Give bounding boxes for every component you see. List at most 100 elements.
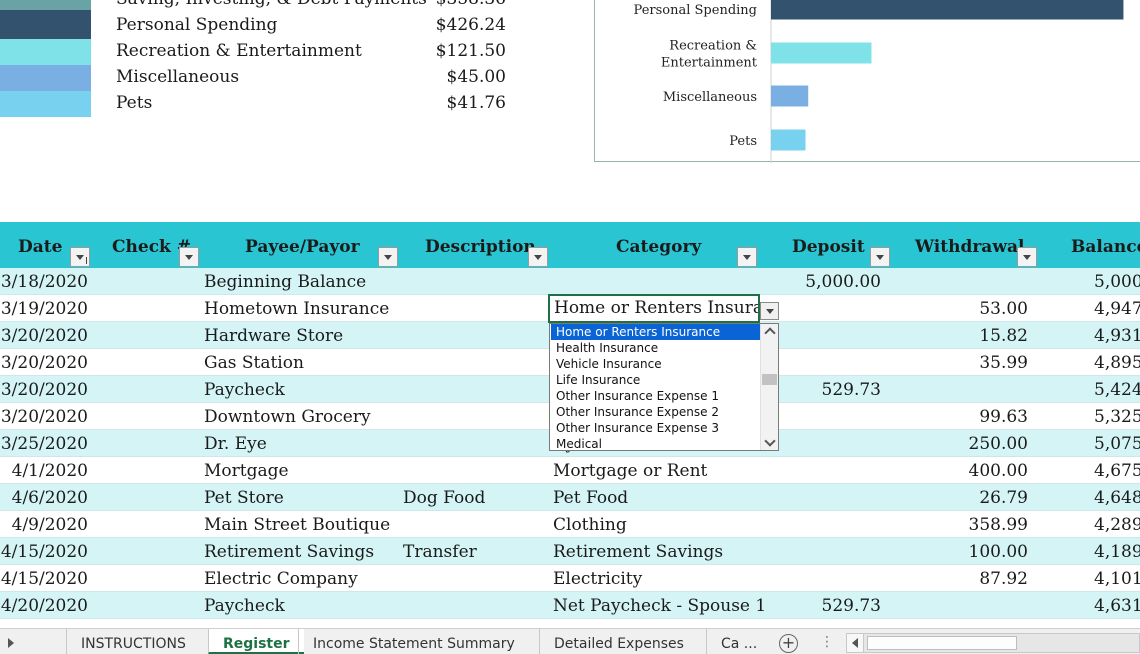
cell-payee[interactable]: Main Street Boutique <box>204 515 391 535</box>
cell-date[interactable]: 4/1/2020 <box>11 461 88 481</box>
dropdown-option[interactable]: Health Insurance <box>556 341 659 355</box>
cell-date[interactable]: 4/20/2020 <box>0 596 88 616</box>
cell-date[interactable]: 4/15/2020 <box>0 569 88 589</box>
color-swatch <box>0 65 91 91</box>
filter-payee-button[interactable] <box>378 247 398 267</box>
cell-balance[interactable]: 4,675. <box>1094 461 1140 481</box>
scroll-left-icon[interactable] <box>847 634 864 652</box>
sheet-tab[interactable]: Ca ... <box>706 629 771 654</box>
dropdown-option[interactable]: Vehicle Insurance <box>556 357 662 371</box>
cell-payee[interactable]: Hometown Insurance <box>204 299 390 319</box>
cell-withdrawal[interactable]: 100.00 <box>968 542 1028 562</box>
cell-balance[interactable]: 4,931. <box>1094 326 1140 346</box>
cell-payee[interactable]: Retirement Savings <box>204 542 375 562</box>
more-options-icon[interactable]: ⋮ <box>820 634 834 650</box>
cell-payee[interactable]: Hardware Store <box>204 326 344 346</box>
cell-deposit[interactable]: 529.73 <box>821 380 881 400</box>
cell-balance[interactable]: 4,631. <box>1094 596 1140 616</box>
dropdown-option[interactable]: Other Insurance Expense 2 <box>556 405 719 419</box>
cell-balance[interactable]: 4,895. <box>1094 353 1140 373</box>
cell-deposit[interactable]: 5,000.00 <box>805 272 881 292</box>
dropdown-option[interactable]: Home or Renters Insurance <box>551 324 760 340</box>
dropdown-option[interactable]: Medical <box>556 437 602 451</box>
cell-payee[interactable]: Paycheck <box>204 596 285 616</box>
dropdown-scrollbar[interactable] <box>760 324 778 450</box>
cell-withdrawal[interactable]: 26.79 <box>979 488 1028 508</box>
sheet-tab[interactable]: Register <box>208 629 304 654</box>
horizontal-scroll-thumb[interactable] <box>867 636 1017 650</box>
cell-balance[interactable]: 4,289. <box>1094 515 1140 535</box>
cell-category[interactable]: Pet Food <box>553 488 629 508</box>
dropdown-option[interactable]: Other Insurance Expense 1 <box>556 389 719 403</box>
cell-date[interactable]: 3/20/2020 <box>0 326 88 346</box>
cell-payee[interactable]: Electric Company <box>204 569 358 589</box>
scroll-thumb[interactable] <box>762 374 777 385</box>
cell-withdrawal[interactable]: 35.99 <box>979 353 1028 373</box>
cell-payee[interactable]: Paycheck <box>204 380 285 400</box>
cell-withdrawal[interactable]: 400.00 <box>968 461 1028 481</box>
summary-category-value: $426.24 <box>435 15 506 35</box>
cell-description[interactable]: Dog Food <box>403 488 486 508</box>
cell-payee[interactable]: Mortgage <box>204 461 289 481</box>
dropdown-option[interactable]: Other Insurance Expense 3 <box>556 421 719 435</box>
cell-withdrawal[interactable]: 15.82 <box>979 326 1028 346</box>
cell-date[interactable]: 4/6/2020 <box>11 488 88 508</box>
cell-payee[interactable]: Dr. Eye <box>204 434 267 454</box>
cell-date[interactable]: 3/18/2020 <box>0 272 88 292</box>
cell-balance[interactable]: 4,189. <box>1094 542 1140 562</box>
cell-date[interactable]: 3/20/2020 <box>0 407 88 427</box>
cell-payee[interactable]: Downtown Grocery <box>204 407 371 427</box>
cell-category[interactable]: Net Paycheck - Spouse 1 <box>553 596 767 616</box>
sheet-tab[interactable]: Income Statement Summary <box>298 629 529 654</box>
cell-date[interactable]: 4/15/2020 <box>0 542 88 562</box>
dropdown-option[interactable]: Life Insurance <box>556 373 641 387</box>
cell-balance[interactable]: 5,000. <box>1094 272 1140 292</box>
add-sheet-button[interactable]: + <box>779 634 798 653</box>
cell-description[interactable]: Transfer <box>403 542 477 562</box>
cell-date[interactable]: 4/9/2020 <box>11 515 88 535</box>
cell-category[interactable]: Clothing <box>553 515 627 535</box>
category-dropdown-button[interactable] <box>760 302 779 320</box>
cell-withdrawal[interactable]: 250.00 <box>968 434 1028 454</box>
cell-payee[interactable]: Gas Station <box>204 353 304 373</box>
cell-balance[interactable]: 5,325. <box>1094 407 1140 427</box>
filter-deposit-button[interactable] <box>870 247 890 267</box>
cell-balance[interactable]: 4,947. <box>1094 299 1140 319</box>
cell-deposit[interactable]: 529.73 <box>821 596 881 616</box>
chart-bar[interactable] <box>771 0 1124 20</box>
cell-date[interactable]: 3/25/2020 <box>0 434 88 454</box>
horizontal-scrollbar[interactable] <box>846 633 1140 653</box>
cell-withdrawal[interactable]: 358.99 <box>968 515 1028 535</box>
cell-payee[interactable]: Beginning Balance <box>204 272 367 292</box>
cell-balance[interactable]: 4,648. <box>1094 488 1140 508</box>
scroll-down-icon[interactable] <box>765 437 775 447</box>
category-dropdown-list[interactable]: Home or Renters Insurance Health Insuranc… <box>549 323 779 451</box>
sheet-tab[interactable]: Detailed Expenses <box>539 629 698 654</box>
cell-payee[interactable]: Pet Store <box>204 488 284 508</box>
filter-date-button[interactable] <box>70 247 90 267</box>
expense-bar-chart[interactable]: Personal Spending Recreation & Entertainme… <box>594 0 1140 163</box>
cell-withdrawal[interactable]: 87.92 <box>979 569 1028 589</box>
cell-date[interactable]: 3/19/2020 <box>0 299 88 319</box>
cell-balance[interactable]: 5,075. <box>1094 434 1140 454</box>
category-cell-active[interactable]: Home or Renters Insurance <box>548 294 760 323</box>
cell-date[interactable]: 3/20/2020 <box>0 380 88 400</box>
cell-date[interactable]: 3/20/2020 <box>0 353 88 373</box>
cell-category[interactable]: Mortgage or Rent <box>553 461 708 481</box>
filter-category-button[interactable] <box>737 247 757 267</box>
cell-withdrawal[interactable]: 99.63 <box>979 407 1028 427</box>
scroll-up-icon[interactable] <box>765 327 775 337</box>
cell-withdrawal[interactable]: 53.00 <box>979 299 1028 319</box>
sheet-tab[interactable]: INSTRUCTIONS <box>66 629 200 654</box>
chart-bar[interactable] <box>771 85 809 107</box>
cell-category[interactable]: Retirement Savings <box>553 542 724 562</box>
filter-check-button[interactable] <box>179 247 199 267</box>
cell-balance[interactable]: 5,424. <box>1094 380 1140 400</box>
filter-withdrawal-button[interactable] <box>1017 247 1037 267</box>
filter-description-button[interactable] <box>528 247 548 267</box>
tab-scroll-right-icon[interactable] <box>8 638 14 648</box>
chart-bar[interactable] <box>771 42 872 64</box>
chart-bar[interactable] <box>771 129 806 151</box>
cell-balance[interactable]: 4,101. <box>1094 569 1140 589</box>
cell-category[interactable]: Electricity <box>553 569 643 589</box>
